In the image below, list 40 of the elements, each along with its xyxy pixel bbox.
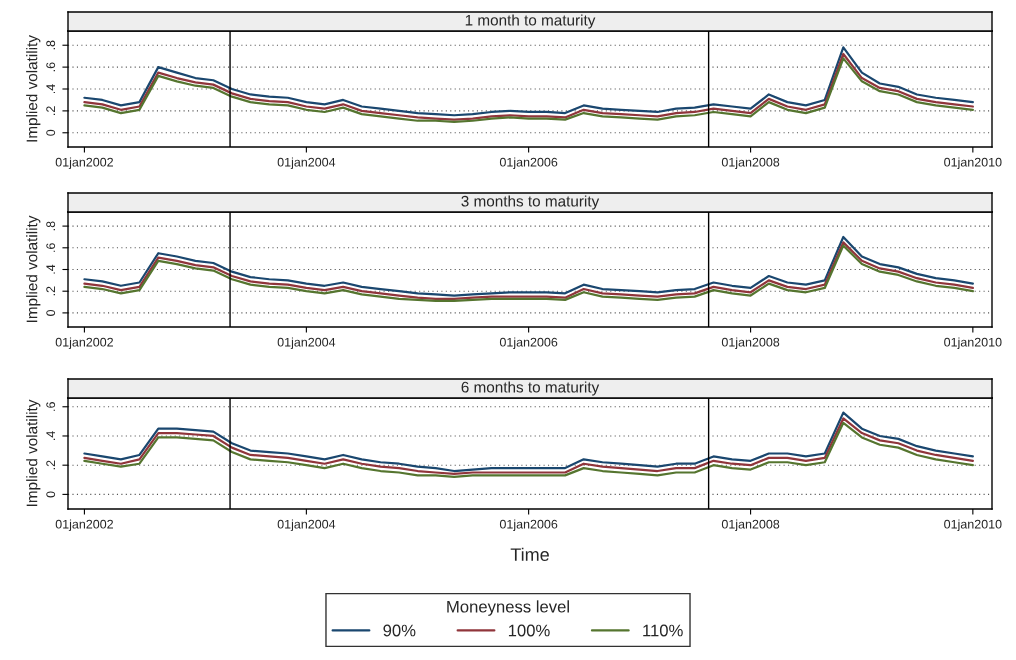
y-tick-label: .6	[46, 402, 56, 411]
chart-title: 1 month to maturity	[465, 14, 596, 29]
chart-title: 6 months to maturity	[461, 381, 600, 396]
x-tick-label: 01jan2002	[55, 337, 113, 350]
x-tick-label: 01jan2010	[944, 337, 1002, 350]
x-tick-label: 01jan2004	[277, 519, 336, 532]
x-tick-label: 01jan2006	[499, 519, 558, 532]
legend-label: 100%	[508, 624, 550, 637]
y-tick-label: .6	[46, 243, 56, 252]
x-tick-label: 01jan2004	[277, 337, 336, 350]
x-tick-label: 01jan2002	[55, 157, 113, 170]
x-tick-label: 01jan2006	[499, 157, 558, 170]
y-axis-title: Implied volatility	[26, 399, 41, 506]
x-tick-label: 01jan2004	[277, 157, 336, 170]
y-tick-label: .2	[46, 286, 55, 296]
x-tick-label: 01jan2008	[721, 157, 780, 170]
y-tick-label: 0	[46, 491, 56, 498]
y-tick-label: .6	[46, 62, 56, 72]
legend-label: 90%	[383, 624, 416, 637]
legend-title: Moneyness level	[447, 600, 569, 616]
y-tick-label: .8	[46, 40, 56, 50]
x-axis-title: Time	[510, 547, 549, 561]
y-tick-label: .4	[46, 431, 55, 441]
y-axis-title: Implied volatility	[26, 35, 41, 142]
y-tick-label: 0	[46, 129, 56, 136]
y-axis-title: Implied volatility	[26, 215, 41, 322]
x-tick-label: 01jan2006	[499, 337, 558, 350]
x-tick-label: 01jan2010	[944, 519, 1002, 532]
y-tick-label: 0	[46, 309, 56, 316]
chart-title: 3 months to maturity	[461, 195, 600, 210]
x-tick-label: 01jan2010	[944, 157, 1002, 170]
x-tick-label: 01jan2008	[721, 519, 780, 532]
y-tick-label: .2	[46, 460, 55, 470]
legend-label: 110%	[643, 624, 683, 637]
y-tick-label: .4	[46, 84, 55, 94]
x-tick-label: 01jan2008	[721, 337, 780, 350]
y-tick-label: .4	[46, 264, 55, 274]
y-tick-label: .8	[46, 221, 56, 231]
y-tick-label: .2	[46, 106, 55, 115]
x-tick-label: 01jan2002	[55, 519, 113, 532]
